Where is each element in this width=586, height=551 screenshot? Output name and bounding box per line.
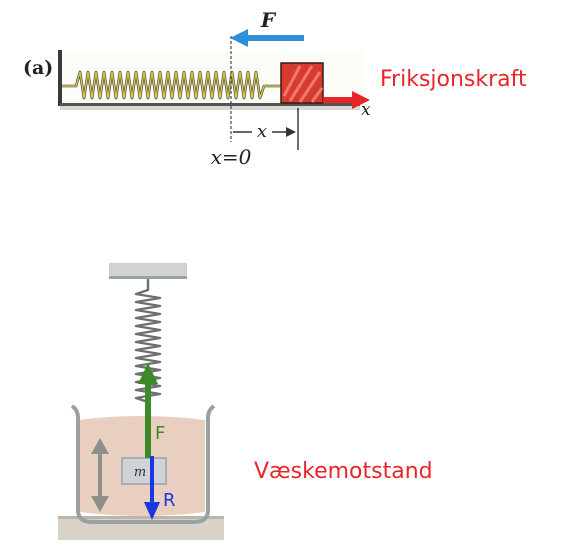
- oscillation-arrow-down-head: [91, 496, 109, 512]
- spring-coil-vertical: [134, 279, 162, 460]
- resistance-arrow-head: [144, 502, 160, 520]
- axis-label: x: [361, 100, 371, 120]
- horizontal-spring-figure: x F x (a) x=0 Friksjonskraft: [23, 8, 527, 169]
- mass-block: [121, 457, 167, 485]
- origin-label: x=0: [211, 145, 252, 169]
- oscillation-arrow-up-head: [91, 438, 109, 454]
- floor: [60, 103, 360, 106]
- vertical-spring-figure: m F R Væskemotstand: [58, 263, 433, 540]
- resistance-label: R: [163, 490, 176, 511]
- beaker: [70, 404, 216, 524]
- spring-force-label: F: [155, 423, 165, 444]
- force-arrow-head: [230, 29, 248, 47]
- mass-label: m: [134, 465, 146, 480]
- displacement-arrow-head: [286, 127, 296, 137]
- displacement-label: x: [257, 121, 267, 142]
- force-label: F: [260, 8, 277, 32]
- panel-label: (a): [23, 57, 53, 79]
- displacement-label-bg: [252, 122, 272, 140]
- ceiling-edge: [109, 276, 187, 279]
- fluid-resistance-label: Væskemotstand: [254, 459, 433, 484]
- friction-arrow-head: [352, 91, 370, 109]
- floor-shadow: [60, 106, 360, 110]
- spring-force-arrow-head: [138, 363, 158, 384]
- wall: [58, 50, 62, 106]
- ceiling: [109, 263, 187, 279]
- table-edge: [58, 516, 224, 519]
- friction-label: Friksjonskraft: [380, 67, 527, 92]
- spring-coil-horizontal-fill: [62, 71, 282, 99]
- block-texture: [282, 65, 324, 103]
